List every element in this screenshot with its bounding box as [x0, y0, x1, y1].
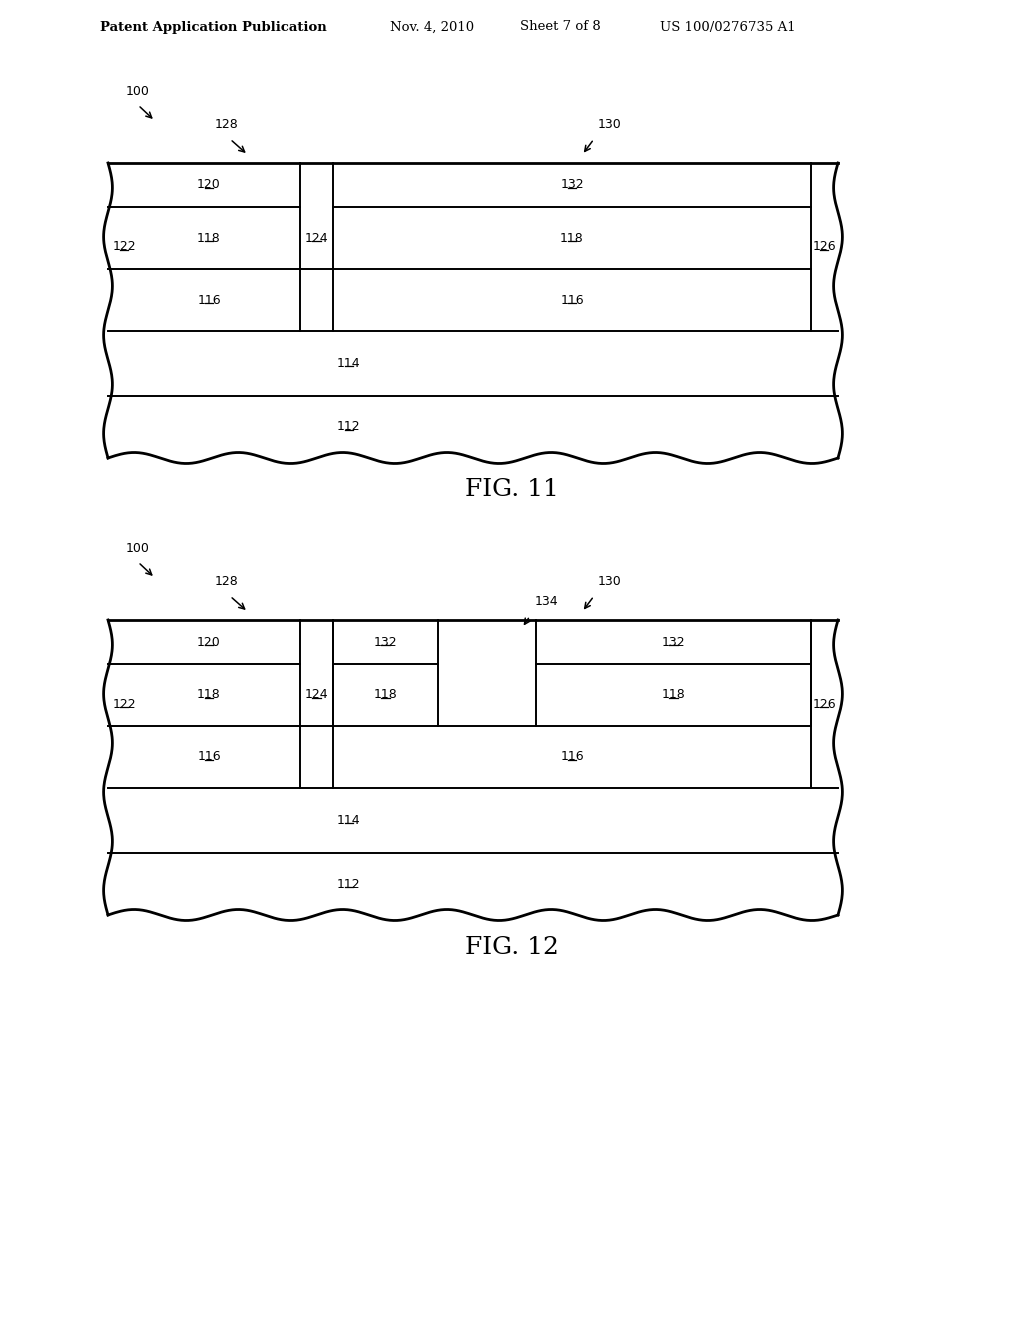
Text: FIG. 11: FIG. 11	[465, 479, 559, 502]
Text: 118: 118	[198, 231, 221, 244]
Text: 120: 120	[198, 178, 221, 191]
Text: 126: 126	[812, 697, 836, 710]
Text: Patent Application Publication: Patent Application Publication	[100, 21, 327, 33]
Text: Sheet 7 of 8: Sheet 7 of 8	[520, 21, 601, 33]
Text: 134: 134	[535, 595, 559, 609]
Text: 118: 118	[374, 689, 397, 701]
Text: 112: 112	[337, 878, 360, 891]
Text: FIG. 12: FIG. 12	[465, 936, 559, 958]
Text: 112: 112	[337, 421, 360, 433]
Text: 122: 122	[113, 240, 136, 253]
Text: 118: 118	[662, 689, 685, 701]
Text: 118: 118	[560, 231, 584, 244]
Text: 132: 132	[374, 635, 397, 648]
Text: 132: 132	[662, 635, 685, 648]
Text: 130: 130	[598, 117, 622, 131]
Text: 122: 122	[113, 697, 136, 710]
Text: US 100/0276735 A1: US 100/0276735 A1	[660, 21, 796, 33]
Text: 120: 120	[198, 635, 221, 648]
Text: 116: 116	[560, 751, 584, 763]
Text: 114: 114	[337, 356, 360, 370]
Text: 130: 130	[598, 576, 622, 587]
Text: 128: 128	[215, 117, 239, 131]
Text: 116: 116	[198, 293, 221, 306]
Text: 116: 116	[560, 293, 584, 306]
Text: 132: 132	[560, 178, 584, 191]
Text: 114: 114	[337, 814, 360, 828]
Text: 128: 128	[215, 576, 239, 587]
Text: 124: 124	[305, 689, 329, 701]
Text: 124: 124	[305, 231, 329, 244]
Text: 116: 116	[198, 751, 221, 763]
Text: 100: 100	[126, 84, 150, 98]
Text: Nov. 4, 2010: Nov. 4, 2010	[390, 21, 474, 33]
Text: 126: 126	[812, 240, 836, 253]
Text: 100: 100	[126, 543, 150, 554]
Text: 118: 118	[198, 689, 221, 701]
